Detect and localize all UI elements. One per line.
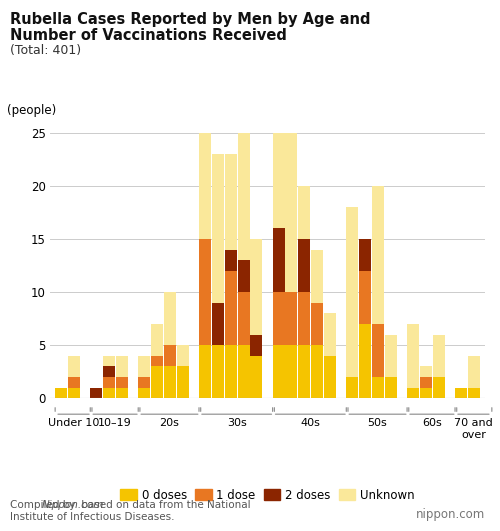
Bar: [138, 388, 150, 398]
Text: (Total: 401): (Total: 401): [10, 44, 81, 57]
Bar: [238, 292, 250, 345]
Bar: [238, 112, 250, 260]
Text: Institute of Infectious Diseases.: Institute of Infectious Diseases.: [10, 512, 174, 523]
Bar: [164, 292, 176, 345]
Bar: [272, 48, 284, 228]
Bar: [212, 345, 224, 398]
Text: based on data from the National: based on data from the National: [78, 500, 250, 510]
Text: 40s: 40s: [300, 418, 320, 428]
Bar: [455, 388, 467, 398]
Bar: [212, 303, 224, 345]
Bar: [286, 292, 298, 345]
Bar: [138, 356, 150, 377]
Bar: [250, 335, 262, 356]
Bar: [151, 366, 163, 398]
Text: 60s: 60s: [422, 418, 442, 428]
Bar: [68, 377, 80, 388]
Bar: [346, 207, 358, 377]
Bar: [372, 186, 384, 324]
Bar: [238, 260, 250, 292]
Text: 20s: 20s: [160, 418, 180, 428]
Bar: [324, 313, 336, 356]
Bar: [372, 377, 384, 398]
Bar: [138, 377, 150, 388]
Text: Number of Vaccinations Received: Number of Vaccinations Received: [10, 28, 287, 42]
Text: 50s: 50s: [368, 418, 388, 428]
Bar: [407, 324, 419, 388]
Bar: [298, 239, 310, 292]
Bar: [407, 388, 419, 398]
Bar: [176, 366, 188, 398]
Bar: [90, 388, 102, 398]
Bar: [224, 250, 236, 271]
Bar: [250, 239, 262, 335]
Bar: [250, 356, 262, 398]
Bar: [286, 345, 298, 398]
Bar: [116, 377, 128, 388]
Bar: [68, 388, 80, 398]
Bar: [55, 388, 67, 398]
Bar: [224, 271, 236, 345]
Bar: [286, 90, 298, 292]
Text: (people): (people): [6, 104, 56, 117]
Bar: [385, 377, 397, 398]
Bar: [199, 239, 211, 345]
Bar: [103, 377, 115, 388]
Bar: [68, 356, 80, 377]
Bar: [346, 377, 358, 398]
Bar: [298, 292, 310, 345]
Bar: [151, 324, 163, 356]
Bar: [116, 388, 128, 398]
Text: 30s: 30s: [227, 418, 246, 428]
Bar: [272, 345, 284, 398]
Bar: [103, 356, 115, 366]
Bar: [116, 356, 128, 377]
Bar: [311, 250, 323, 303]
Bar: [298, 186, 310, 239]
Text: Compiled by: Compiled by: [10, 500, 79, 510]
Bar: [238, 345, 250, 398]
Text: 10–19: 10–19: [98, 418, 132, 428]
Bar: [224, 345, 236, 398]
Bar: [468, 388, 480, 398]
Bar: [385, 335, 397, 377]
Bar: [324, 356, 336, 398]
Bar: [359, 271, 371, 324]
Bar: [359, 324, 371, 398]
Bar: [468, 356, 480, 388]
Bar: [420, 388, 432, 398]
Text: Nippon.com: Nippon.com: [42, 500, 104, 510]
Bar: [176, 345, 188, 366]
Bar: [311, 303, 323, 345]
Bar: [272, 292, 284, 345]
Bar: [311, 345, 323, 398]
Bar: [212, 154, 224, 303]
Bar: [103, 366, 115, 377]
Bar: [151, 356, 163, 366]
Bar: [224, 154, 236, 250]
Bar: [103, 388, 115, 398]
Bar: [433, 377, 445, 398]
Bar: [164, 366, 176, 398]
Bar: [199, 80, 211, 239]
Bar: [372, 324, 384, 377]
Text: Under 10: Under 10: [48, 418, 99, 428]
Bar: [164, 345, 176, 366]
Text: 70 and
over: 70 and over: [454, 418, 493, 440]
Bar: [420, 377, 432, 388]
Bar: [433, 335, 445, 377]
Bar: [420, 366, 432, 377]
Bar: [298, 345, 310, 398]
Legend: 0 doses, 1 dose, 2 doses, Unknown: 0 doses, 1 dose, 2 doses, Unknown: [116, 484, 420, 506]
Bar: [272, 228, 284, 292]
Bar: [199, 345, 211, 398]
Text: nippon.com: nippon.com: [416, 509, 485, 521]
Bar: [359, 239, 371, 271]
Text: Rubella Cases Reported by Men by Age and: Rubella Cases Reported by Men by Age and: [10, 12, 370, 27]
